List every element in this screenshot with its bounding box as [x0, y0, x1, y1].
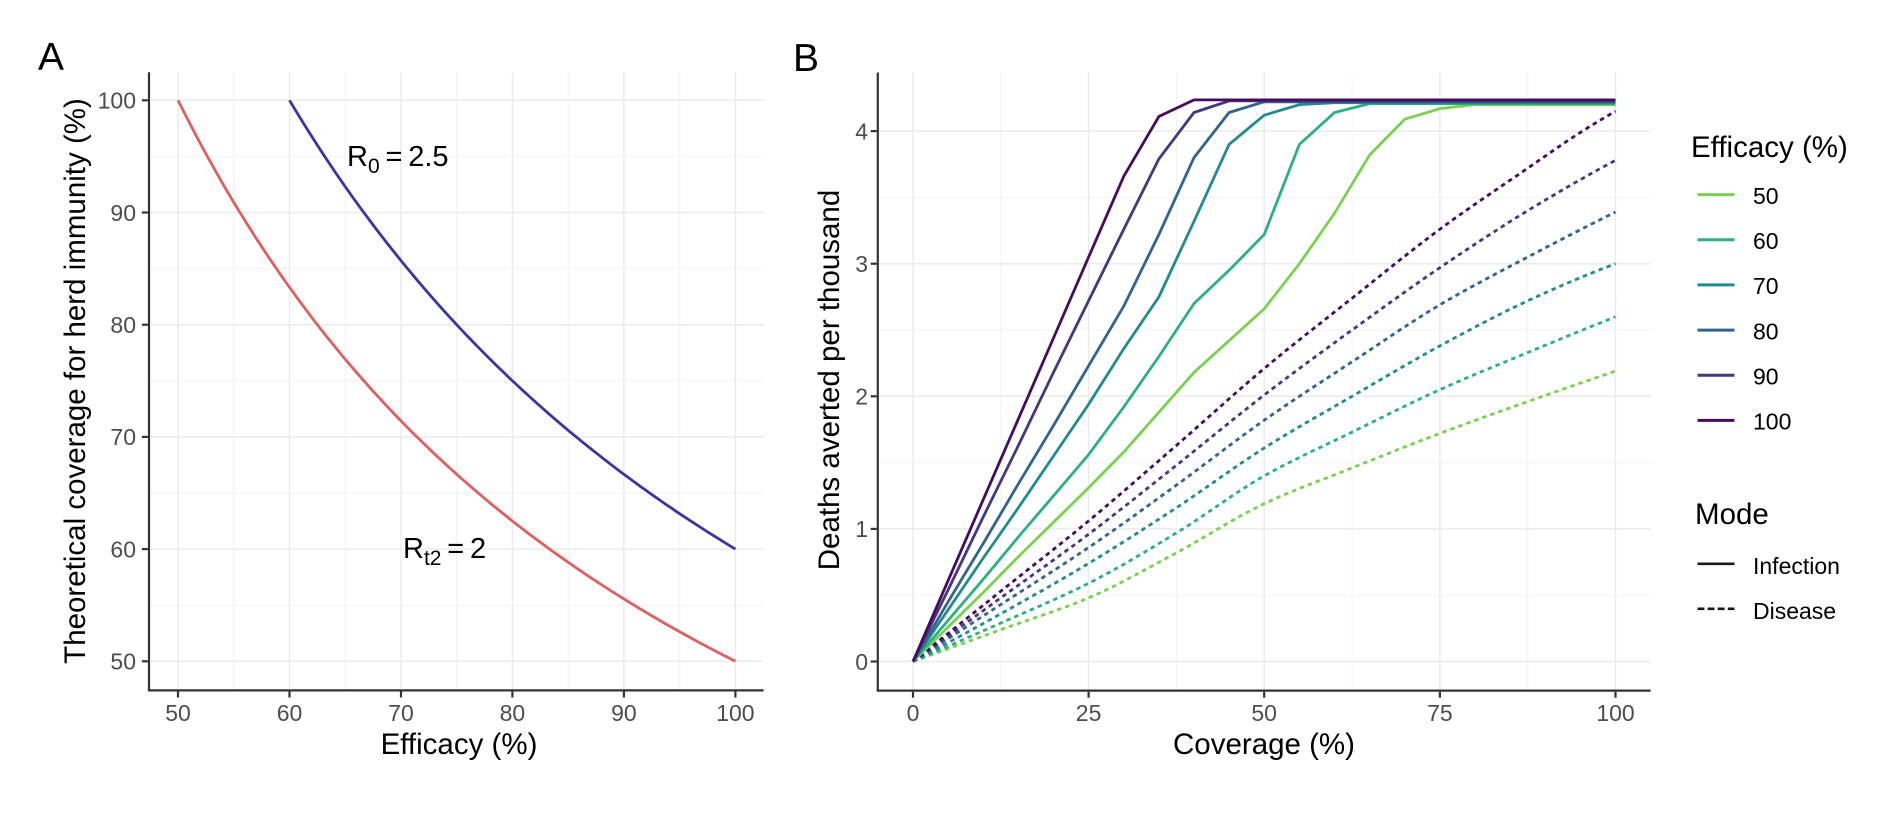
- svg-text:0: 0: [855, 649, 868, 675]
- svg-text:Deaths averted per thousand: Deaths averted per thousand: [813, 190, 846, 570]
- svg-text:60: 60: [1753, 228, 1779, 254]
- svg-text:Efficacy (%): Efficacy (%): [1691, 131, 1848, 164]
- svg-text:Rt2 = 2: Rt2 = 2: [403, 533, 486, 570]
- svg-text:60: 60: [277, 700, 303, 726]
- svg-text:100: 100: [1596, 700, 1634, 726]
- svg-text:Disease: Disease: [1753, 598, 1836, 624]
- svg-text:Coverage (%): Coverage (%): [1173, 728, 1355, 761]
- svg-text:100: 100: [716, 700, 754, 726]
- svg-text:R0 = 2.5: R0 = 2.5: [347, 141, 449, 178]
- svg-text:80: 80: [110, 312, 136, 338]
- svg-text:80: 80: [1753, 318, 1779, 344]
- svg-text:80: 80: [500, 700, 526, 726]
- svg-text:A: A: [38, 36, 64, 79]
- svg-text:50: 50: [1753, 183, 1779, 209]
- svg-text:75: 75: [1427, 700, 1453, 726]
- svg-text:Efficacy (%): Efficacy (%): [381, 728, 538, 761]
- svg-text:Theoretical coverage for herd: Theoretical coverage for herd immunity (…: [59, 98, 92, 664]
- svg-text:Infection: Infection: [1753, 553, 1840, 579]
- svg-text:2: 2: [855, 384, 868, 410]
- svg-text:Mode: Mode: [1695, 498, 1769, 531]
- svg-text:90: 90: [110, 200, 136, 226]
- svg-text:90: 90: [611, 700, 637, 726]
- svg-text:0: 0: [907, 700, 920, 726]
- svg-text:100: 100: [1753, 409, 1791, 435]
- svg-text:50: 50: [110, 649, 136, 675]
- svg-text:50: 50: [1251, 700, 1277, 726]
- svg-text:50: 50: [165, 700, 191, 726]
- svg-text:70: 70: [388, 700, 414, 726]
- svg-text:B: B: [793, 37, 819, 80]
- svg-text:3: 3: [855, 251, 868, 277]
- svg-text:60: 60: [110, 536, 136, 562]
- svg-text:4: 4: [855, 118, 868, 144]
- svg-text:1: 1: [855, 516, 868, 542]
- svg-text:70: 70: [110, 424, 136, 450]
- svg-text:100: 100: [98, 88, 136, 114]
- svg-text:70: 70: [1753, 273, 1779, 299]
- svg-text:90: 90: [1753, 364, 1779, 390]
- svg-text:25: 25: [1076, 700, 1102, 726]
